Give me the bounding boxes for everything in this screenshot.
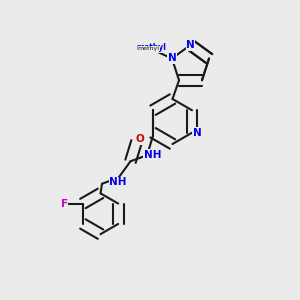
Text: methyl: methyl [136,44,166,52]
Text: N: N [186,40,195,50]
Text: O: O [136,134,145,144]
Text: N: N [193,128,202,138]
Text: F: F [61,199,68,208]
Text: N: N [168,53,176,64]
Text: N: N [186,40,195,50]
Text: N: N [168,53,176,64]
Text: NH: NH [144,150,161,160]
Text: NH: NH [109,177,127,187]
Text: methyl: methyl [138,46,160,51]
